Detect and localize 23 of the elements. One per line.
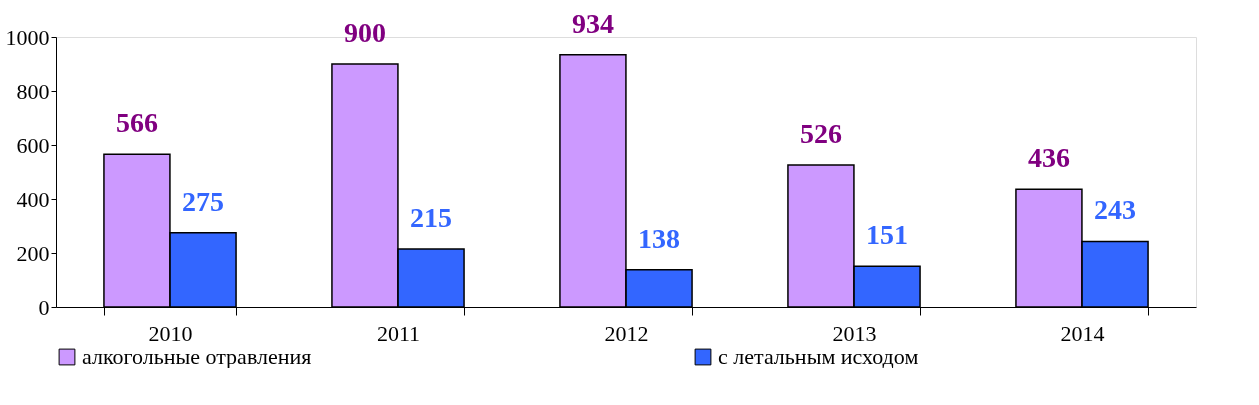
data-label: 436 (1027, 142, 1070, 174)
data-label: 215 (410, 201, 453, 233)
data-label: 526 (799, 117, 842, 149)
x-tick-label: 2014 (1060, 320, 1105, 346)
data-label: 243 (1094, 194, 1137, 226)
y-tick-label: 600 (16, 132, 50, 158)
x-tick-label: 2011 (376, 320, 421, 346)
x-tick-label: 2013 (832, 320, 877, 346)
y-tick-label: 200 (16, 240, 50, 266)
y-tick-label: 400 (16, 186, 50, 212)
y-tick-label: 800 (16, 78, 50, 104)
data-label: 934 (571, 7, 614, 39)
data-label: 566 (115, 107, 158, 139)
data-label: 900 (343, 17, 386, 48)
legend-label: с летальным исходом (718, 344, 919, 369)
data-label: 138 (638, 222, 681, 254)
x-tick-label: 2012 (604, 320, 649, 346)
x-tick-label: 2010 (148, 320, 193, 346)
legend-label: алкогольные отравления (82, 344, 312, 369)
y-tick-label: 0 (38, 294, 50, 320)
data-label: 275 (182, 185, 225, 217)
y-tick-label: 1000 (5, 24, 50, 50)
data-label: 151 (866, 219, 909, 251)
